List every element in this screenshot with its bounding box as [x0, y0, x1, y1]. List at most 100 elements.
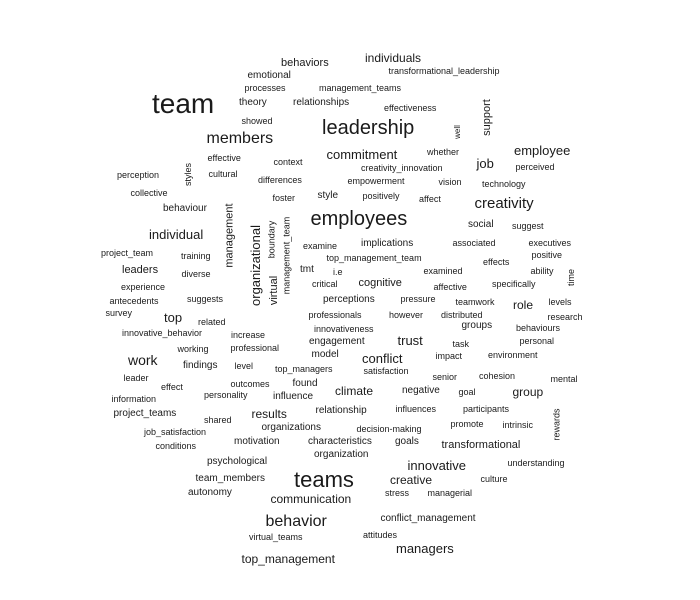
cloud-word: shared — [204, 414, 232, 425]
cloud-word: increase — [231, 329, 266, 340]
cloud-word: job — [476, 155, 494, 171]
cloud-word: impact — [435, 350, 463, 361]
cloud-word: team — [152, 88, 215, 119]
cloud-word: conflict_management — [380, 513, 476, 524]
cloud-word: groups — [461, 320, 493, 331]
cloud-word: team_members — [195, 473, 265, 484]
cloud-word: survey — [105, 307, 133, 318]
cloud-word: managerial — [427, 487, 473, 498]
cloud-word: positively — [362, 190, 400, 201]
cloud-word: promote — [450, 418, 484, 429]
cloud-word: whether — [427, 146, 460, 157]
cloud-word: psychological — [207, 456, 268, 467]
cloud-word: organization — [314, 449, 369, 460]
cloud-word: professional — [230, 342, 280, 353]
cloud-word: style — [317, 190, 339, 201]
cloud-word: organizational — [247, 224, 263, 306]
cloud-word: project_team — [101, 247, 154, 258]
cloud-word: management_teams — [319, 82, 402, 93]
cloud-word: critical — [312, 278, 338, 289]
cloud-word: diverse — [181, 268, 211, 279]
cloud-word: top_management — [241, 552, 335, 566]
cloud-word: found — [292, 378, 318, 389]
cloud-word: goals — [395, 436, 419, 447]
cloud-word: management — [223, 202, 236, 268]
cloud-word: top_management_team — [326, 252, 422, 263]
cloud-word: organizations — [261, 422, 321, 433]
cloud-word: support — [480, 98, 493, 136]
cloud-word: creativity_innovation — [361, 162, 443, 173]
cloud-word: pressure — [400, 293, 436, 304]
cloud-word: leader — [123, 372, 149, 383]
cloud-word: environment — [488, 349, 538, 360]
cloud-word: however — [389, 309, 424, 320]
cloud-word: affective — [433, 281, 467, 292]
cloud-word: antecedents — [109, 295, 159, 306]
cloud-word: participants — [463, 403, 510, 414]
cloud-word: executives — [528, 237, 572, 248]
cloud-word: associated — [452, 237, 496, 248]
cloud-word: cohesion — [479, 370, 516, 381]
cloud-word: role — [513, 298, 534, 312]
cloud-word: transformational_leadership — [388, 65, 500, 76]
cloud-word: perceptions — [323, 294, 375, 305]
cloud-word: job_satisfaction — [144, 426, 207, 437]
cloud-word: behaviours — [516, 322, 561, 333]
cloud-word: communication — [270, 492, 352, 506]
cloud-word: outcomes — [230, 378, 270, 389]
cloud-word: behaviors — [281, 56, 329, 69]
cloud-word: top — [164, 309, 183, 325]
cloud-word: influences — [395, 403, 437, 414]
cloud-word: understanding — [507, 457, 565, 468]
cloud-word: findings — [183, 360, 218, 371]
cloud-word: empowerment — [347, 175, 405, 186]
cloud-word: teamwork — [455, 296, 495, 307]
cloud-word: creativity — [474, 194, 534, 212]
cloud-word: work — [128, 352, 158, 368]
cloud-word: relationship — [315, 405, 367, 416]
cloud-word: technology — [482, 178, 526, 189]
cloud-word: individual — [149, 226, 204, 242]
cloud-word: conflict — [362, 350, 403, 366]
cloud-word: task — [452, 338, 470, 349]
cloud-word: tmt — [300, 264, 314, 275]
cloud-word: transformational — [441, 438, 521, 451]
cloud-word: boundary — [266, 220, 277, 258]
cloud-word: information — [111, 393, 157, 404]
cloud-word: top_managers — [275, 363, 333, 374]
cloud-word: levels — [548, 296, 572, 307]
cloud-word: positive — [531, 249, 563, 260]
cloud-word: innovative — [407, 457, 467, 473]
cloud-word: satisfaction — [363, 365, 409, 376]
cloud-word: mental — [550, 373, 578, 384]
cloud-word: social — [468, 219, 494, 230]
cloud-word: group — [512, 385, 544, 399]
cloud-word: behavior — [265, 513, 327, 530]
cloud-word: virtual — [267, 275, 280, 305]
cloud-word: intrinsic — [502, 419, 534, 430]
cloud-word: leaders — [122, 263, 159, 276]
cloud-word: model — [311, 349, 339, 360]
cloud-word: senior — [432, 371, 458, 382]
cloud-word: related — [198, 316, 226, 327]
cloud-word: collective — [130, 187, 168, 198]
cloud-word: affect — [419, 193, 441, 204]
cloud-word: examined — [423, 265, 463, 276]
cloud-word: conditions — [155, 440, 197, 451]
cloud-word: teams — [294, 467, 354, 492]
cloud-word: specifically — [492, 278, 536, 289]
cloud-word: project_teams — [113, 408, 177, 419]
cloud-word: research — [547, 311, 583, 322]
cloud-word: effectiveness — [384, 102, 437, 113]
cloud-word: time — [565, 268, 576, 286]
cloud-word: virtual_teams — [249, 531, 303, 542]
cloud-word: level — [234, 360, 254, 371]
cloud-word: perceived — [515, 161, 555, 172]
cloud-word: effective — [207, 152, 241, 163]
cloud-word: negative — [402, 385, 440, 396]
cloud-word: personality — [204, 389, 248, 400]
cloud-word: results — [251, 407, 287, 421]
cloud-word: foster — [272, 192, 296, 203]
cloud-word: context — [273, 156, 303, 167]
